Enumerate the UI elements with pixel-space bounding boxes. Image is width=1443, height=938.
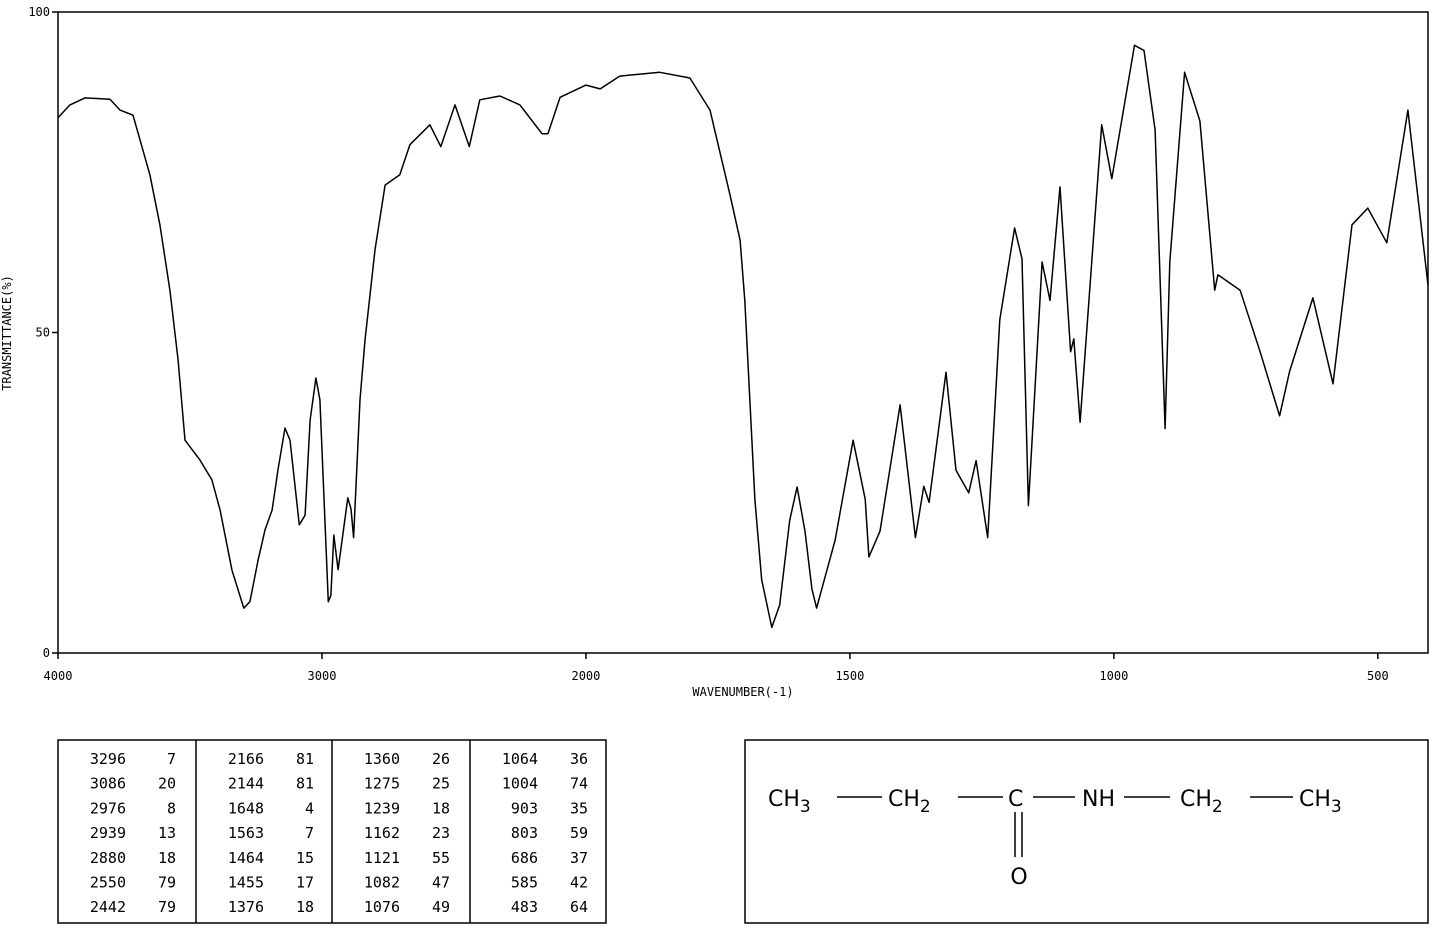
- peak-wavenumber: 1162: [364, 824, 400, 842]
- spectrum-line: [57, 44, 1429, 629]
- peak-transmittance: 13: [158, 824, 176, 842]
- peak-wavenumber: 686: [511, 849, 538, 867]
- peak-transmittance: 7: [167, 750, 176, 768]
- x-tick-label: 2000: [571, 669, 600, 683]
- peak-transmittance: 17: [296, 874, 314, 892]
- peak-wavenumber: 903: [511, 799, 538, 817]
- peak-wavenumber: 1064: [502, 750, 538, 768]
- peak-transmittance: 64: [570, 898, 588, 916]
- y-tick-label: 0: [43, 646, 50, 660]
- x-tick-label: 1000: [1099, 669, 1128, 683]
- x-tick-label: 1500: [835, 669, 864, 683]
- peak-transmittance: 36: [570, 750, 588, 768]
- y-axis-label: TRANSMITTANCE(%): [0, 275, 14, 391]
- peak-transmittance: 7: [305, 824, 314, 842]
- peak-wavenumber: 483: [511, 898, 538, 916]
- peak-wavenumber: 3086: [90, 775, 126, 793]
- peak-wavenumber: 585: [511, 874, 538, 892]
- structure-frame: [744, 739, 1429, 924]
- peak-transmittance: 4: [305, 799, 314, 817]
- group-text: CH: [768, 787, 800, 812]
- peak-transmittance: 8: [167, 799, 176, 817]
- structure-group: CH2: [888, 787, 931, 817]
- x-tick-label: 500: [1367, 669, 1389, 683]
- bonds: [837, 796, 1293, 857]
- peak-wavenumber: 2166: [228, 750, 264, 768]
- peak-transmittance: 20: [158, 775, 176, 793]
- peak-transmittance: 55: [432, 849, 450, 867]
- structure-group: NH: [1082, 787, 1115, 812]
- peak-transmittance: 37: [570, 849, 588, 867]
- group-subscript: 2: [1212, 797, 1223, 817]
- peak-wavenumber: 3296: [90, 750, 126, 768]
- peak-wavenumber: 1239: [364, 799, 400, 817]
- group-text: CH: [888, 787, 920, 812]
- peak-wavenumber: 1004: [502, 775, 538, 793]
- peak-transmittance: 18: [296, 898, 314, 916]
- peak-wavenumber: 1360: [364, 750, 400, 768]
- group-text: CH: [1180, 787, 1212, 812]
- peak-wavenumber: 1455: [228, 874, 264, 892]
- plot-frame: [57, 11, 1429, 654]
- structure-oxygen: O: [1010, 865, 1027, 890]
- structure-group: CH3: [768, 787, 811, 817]
- group-text: CH: [1299, 787, 1331, 812]
- peak-transmittance: 15: [296, 849, 314, 867]
- peak-transmittance: 81: [296, 750, 314, 768]
- group-subscript: 3: [800, 797, 811, 817]
- peak-transmittance: 25: [432, 775, 450, 793]
- peak-wavenumber: 1275: [364, 775, 400, 793]
- peak-wavenumber: 1076: [364, 898, 400, 916]
- group-subscript: 3: [1331, 797, 1342, 817]
- peak-wavenumber: 2144: [228, 775, 264, 793]
- peak-transmittance: 35: [570, 799, 588, 817]
- peak-transmittance: 74: [570, 775, 588, 793]
- peak-transmittance: 23: [432, 824, 450, 842]
- structure-group: C: [1008, 787, 1023, 812]
- peak-wavenumber: 803: [511, 824, 538, 842]
- peak-transmittance: 42: [570, 874, 588, 892]
- x-axis-label: WAVENUMBER(-1): [692, 685, 793, 699]
- y-tick-label: 100: [28, 5, 50, 19]
- peak-wavenumber: 1082: [364, 874, 400, 892]
- peak-transmittance: 79: [158, 874, 176, 892]
- group-text: NH: [1082, 787, 1115, 812]
- group-text: C: [1008, 787, 1023, 812]
- peak-wavenumber: 1376: [228, 898, 264, 916]
- group-subscript: 2: [920, 797, 931, 817]
- peak-transmittance: 18: [158, 849, 176, 867]
- peak-wavenumber: 2939: [90, 824, 126, 842]
- peak-transmittance: 26: [432, 750, 450, 768]
- peak-transmittance: 81: [296, 775, 314, 793]
- peak-transmittance: 59: [570, 824, 588, 842]
- x-tick-label: 3000: [308, 669, 337, 683]
- peak-wavenumber: 1121: [364, 849, 400, 867]
- y-tick-label: 50: [36, 326, 50, 340]
- peak-transmittance: 47: [432, 874, 450, 892]
- x-tick-label: 4000: [44, 669, 73, 683]
- peak-wavenumber: 2976: [90, 799, 126, 817]
- structure-group: CH3: [1299, 787, 1342, 817]
- peak-wavenumber: 1563: [228, 824, 264, 842]
- peak-transmittance: 18: [432, 799, 450, 817]
- peak-wavenumber: 2880: [90, 849, 126, 867]
- peak-wavenumber: 1464: [228, 849, 264, 867]
- peak-wavenumber: 2550: [90, 874, 126, 892]
- peak-transmittance: 79: [158, 898, 176, 916]
- structure-group: CH2: [1180, 787, 1223, 817]
- peak-wavenumber: 2442: [90, 898, 126, 916]
- peak-transmittance: 49: [432, 898, 450, 916]
- peak-wavenumber: 1648: [228, 799, 264, 817]
